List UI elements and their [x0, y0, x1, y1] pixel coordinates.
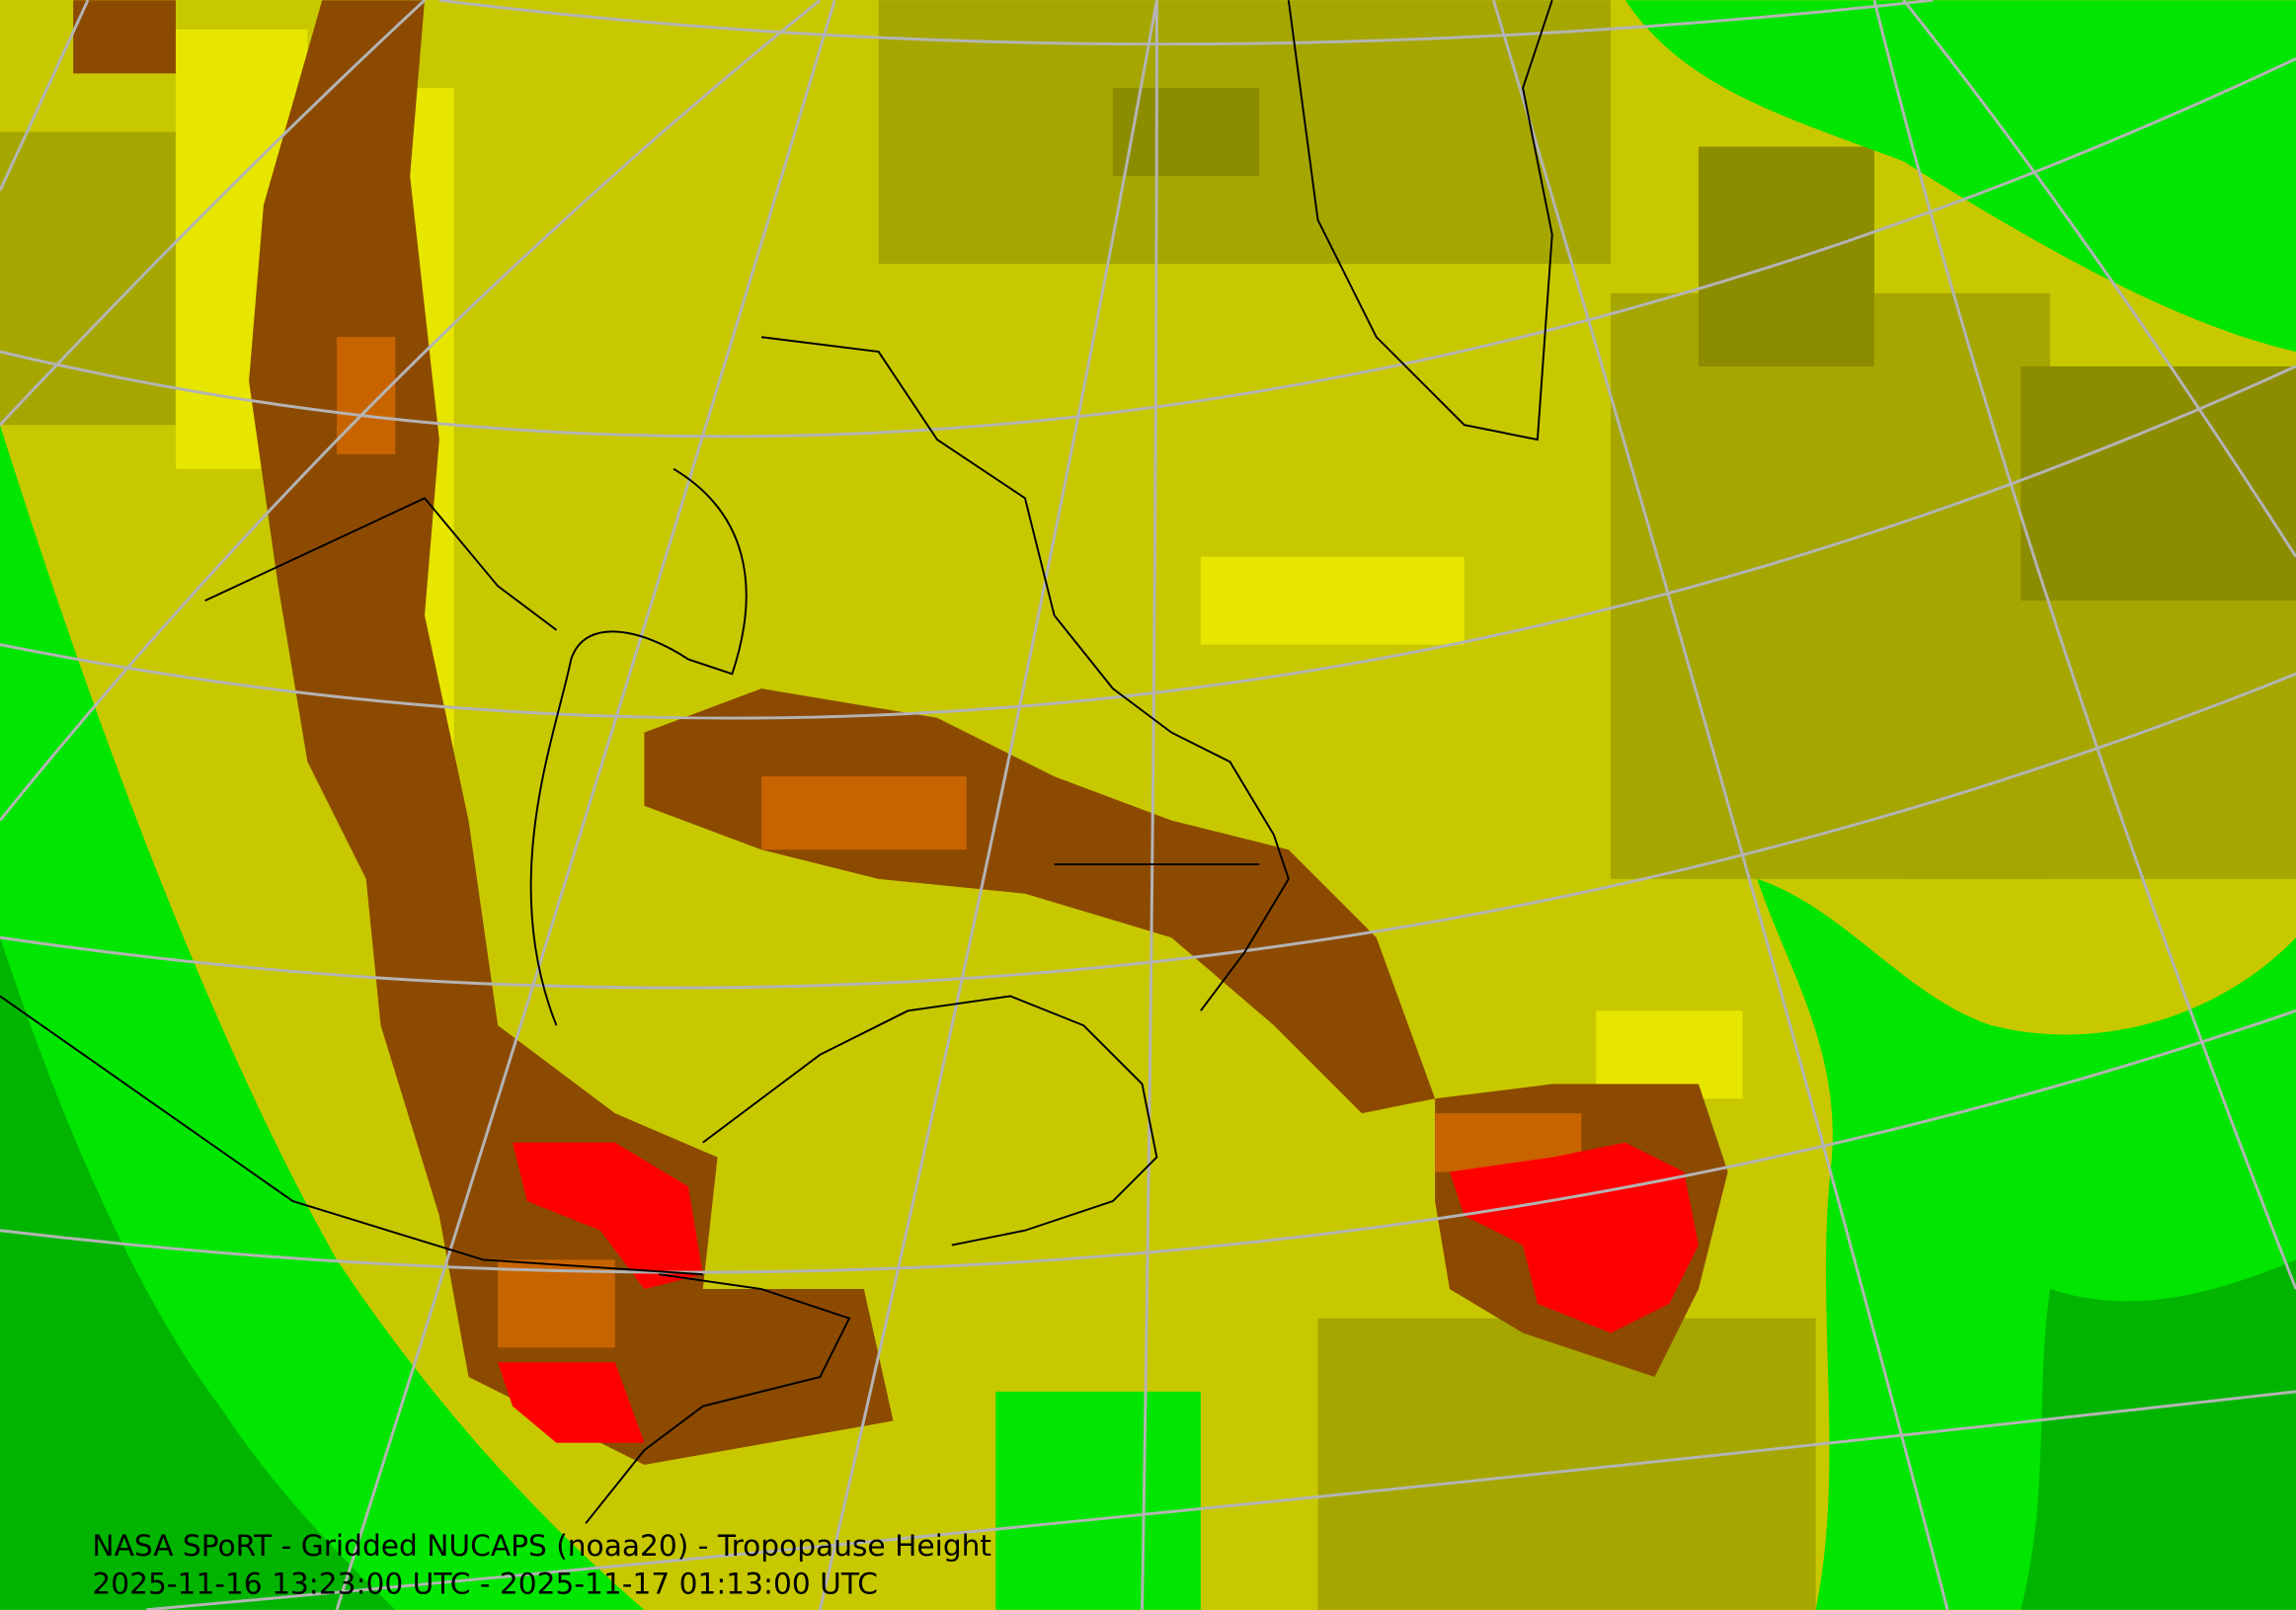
patch [1317, 1318, 1816, 1610]
patch [337, 337, 396, 454]
latitude-line [438, 0, 1934, 46]
map-title: NASA SPoRT - Gridded NUCAPS (noaa20) - T… [92, 1528, 991, 1563]
brown-patch [73, 0, 176, 74]
meridian [335, 0, 836, 1610]
red-blob-ocean [1449, 1142, 1700, 1333]
meridian [0, 0, 822, 822]
patch [498, 1259, 615, 1348]
green-patch [995, 1391, 1201, 1610]
meridian [1492, 0, 1949, 1610]
coastline [1287, 0, 1553, 442]
patch [761, 776, 967, 850]
map-time-range: 2025-11-16 13:23:00 UTC - 2025-11-17 01:… [92, 1566, 878, 1600]
latitude-line [146, 1390, 2296, 1610]
green-deep-southeast [2020, 1259, 2296, 1610]
latitude-line [0, 57, 2296, 439]
meridian [0, 0, 427, 427]
coastline [529, 467, 748, 1026]
dark-green-regions [0, 937, 2296, 1610]
orange-patches [337, 337, 1582, 1348]
meridian [818, 0, 1158, 1610]
meridian [1902, 0, 2296, 558]
patch [1200, 556, 1465, 645]
patch [1699, 146, 1874, 366]
red-regions [498, 1142, 1700, 1443]
green-northeast [1624, 0, 2296, 353]
coastline [585, 1273, 851, 1524]
coastline [760, 336, 1290, 1011]
red-blob-lakes [512, 1142, 703, 1290]
green-southwest [0, 425, 645, 1610]
green-deep-southwest [0, 937, 396, 1610]
coastlines [0, 0, 1553, 1524]
meridian [1141, 0, 1158, 1610]
dark-olive-patches [1112, 88, 2296, 602]
patch [2020, 365, 2296, 602]
latitude-line [0, 672, 2296, 990]
patch [1112, 88, 1260, 177]
latitude-line [0, 364, 2296, 720]
coastline [702, 995, 1158, 1247]
latitude-line [0, 1008, 2296, 1274]
meridian [0, 0, 90, 192]
meridian [1872, 0, 2296, 1290]
red-blob-coast [498, 1362, 645, 1443]
border [204, 497, 558, 631]
patch [0, 131, 176, 426]
border [0, 995, 703, 1276]
